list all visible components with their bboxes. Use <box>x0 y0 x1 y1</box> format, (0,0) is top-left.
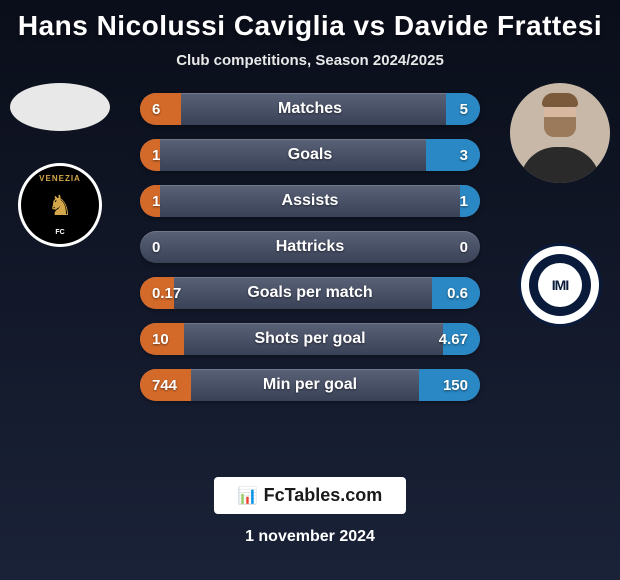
stat-value-left: 1 <box>152 193 160 210</box>
stat-label: Min per goal <box>263 376 357 394</box>
stat-label: Goals <box>288 146 332 164</box>
stat-label: Matches <box>278 100 342 118</box>
stat-value-left: 10 <box>152 331 169 348</box>
subtitle: Club competitions, Season 2024/2025 <box>0 52 620 69</box>
stat-value-right: 3 <box>460 147 468 164</box>
team-left-logo: VENEZIA ♞ FC <box>18 163 102 247</box>
stat-row: 744 150 Min per goal <box>140 369 480 401</box>
stat-row: 1 1 Assists <box>140 185 480 217</box>
stat-value-right: 5 <box>460 101 468 118</box>
branding-badge[interactable]: 📊 FcTables.com <box>214 477 407 514</box>
stat-value-right: 1 <box>460 193 468 210</box>
stat-bar-left <box>140 93 181 125</box>
stat-value-left: 744 <box>152 377 177 394</box>
stat-row: 1 3 Goals <box>140 139 480 171</box>
lion-icon: ♞ <box>47 189 72 222</box>
stat-row: 0 0 Hattricks <box>140 231 480 263</box>
stat-value-left: 0 <box>152 239 160 256</box>
stats-container: 6 5 Matches 1 3 Goals 1 1 Assists 0 0 Hattricks 0.17… <box>140 93 480 415</box>
date-text: 1 november 2024 <box>245 528 375 546</box>
stat-row: 6 5 Matches <box>140 93 480 125</box>
stat-label: Assists <box>282 192 339 210</box>
stat-value-right: 4.67 <box>439 331 468 348</box>
stat-value-left: 1 <box>152 147 160 164</box>
team-left-sub: FC <box>55 229 64 236</box>
chart-icon: 📊 <box>238 486 258 506</box>
stat-value-left: 6 <box>152 101 160 118</box>
team-left-name: VENEZIA <box>39 174 81 183</box>
page-title: Hans Nicolussi Caviglia vs Davide Fratte… <box>0 10 620 42</box>
player-right-avatar <box>510 83 610 183</box>
stat-row: 0.17 0.6 Goals per match <box>140 277 480 309</box>
team-right-logo: IMI <box>518 243 602 327</box>
player-left-avatar <box>10 83 110 131</box>
stat-bar-right <box>426 139 480 171</box>
stat-value-right: 150 <box>443 377 468 394</box>
stat-label: Hattricks <box>276 238 344 256</box>
stat-row: 10 4.67 Shots per goal <box>140 323 480 355</box>
stat-value-left: 0.17 <box>152 285 181 302</box>
branding-text: FcTables.com <box>264 485 383 506</box>
stat-value-right: 0 <box>460 239 468 256</box>
stat-label: Shots per goal <box>254 330 365 348</box>
stat-label: Goals per match <box>247 284 372 302</box>
team-right-name: IMI <box>538 263 582 307</box>
stat-value-right: 0.6 <box>447 285 468 302</box>
